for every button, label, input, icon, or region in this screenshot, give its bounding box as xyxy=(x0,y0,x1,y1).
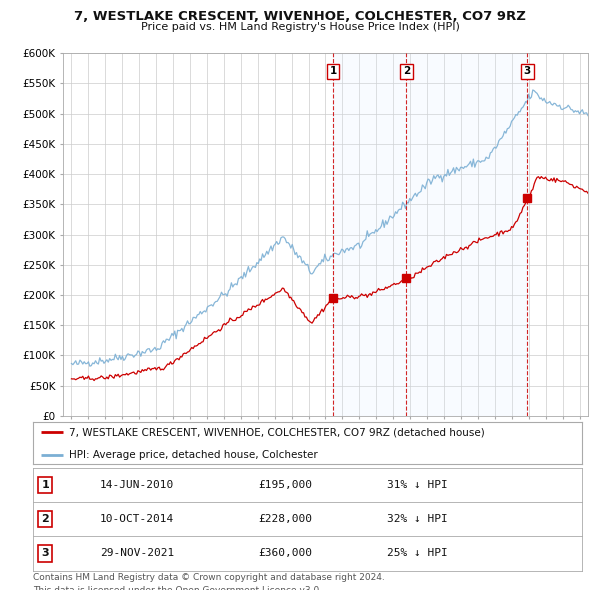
Text: 2: 2 xyxy=(41,514,49,524)
Text: 2: 2 xyxy=(403,67,410,76)
Text: Price paid vs. HM Land Registry's House Price Index (HPI): Price paid vs. HM Land Registry's House … xyxy=(140,22,460,32)
Text: £195,000: £195,000 xyxy=(259,480,313,490)
Text: 29-NOV-2021: 29-NOV-2021 xyxy=(100,549,175,558)
Text: £228,000: £228,000 xyxy=(259,514,313,524)
Text: £360,000: £360,000 xyxy=(259,549,313,558)
Text: This data is licensed under the Open Government Licence v3.0.: This data is licensed under the Open Gov… xyxy=(33,586,322,590)
Text: 1: 1 xyxy=(329,67,337,76)
Text: 31% ↓ HPI: 31% ↓ HPI xyxy=(387,480,448,490)
Text: Contains HM Land Registry data © Crown copyright and database right 2024.: Contains HM Land Registry data © Crown c… xyxy=(33,573,385,582)
Text: 14-JUN-2010: 14-JUN-2010 xyxy=(100,480,175,490)
Bar xyxy=(333,53,527,416)
Text: 7, WESTLAKE CRESCENT, WIVENHOE, COLCHESTER, CO7 9RZ: 7, WESTLAKE CRESCENT, WIVENHOE, COLCHEST… xyxy=(74,10,526,23)
Text: 1: 1 xyxy=(41,480,49,490)
Text: 32% ↓ HPI: 32% ↓ HPI xyxy=(387,514,448,524)
Text: 3: 3 xyxy=(524,67,531,76)
Text: HPI: Average price, detached house, Colchester: HPI: Average price, detached house, Colc… xyxy=(68,450,317,460)
Text: 3: 3 xyxy=(41,549,49,558)
Text: 25% ↓ HPI: 25% ↓ HPI xyxy=(387,549,448,558)
Text: 10-OCT-2014: 10-OCT-2014 xyxy=(100,514,175,524)
Text: 7, WESTLAKE CRESCENT, WIVENHOE, COLCHESTER, CO7 9RZ (detached house): 7, WESTLAKE CRESCENT, WIVENHOE, COLCHEST… xyxy=(68,428,484,437)
